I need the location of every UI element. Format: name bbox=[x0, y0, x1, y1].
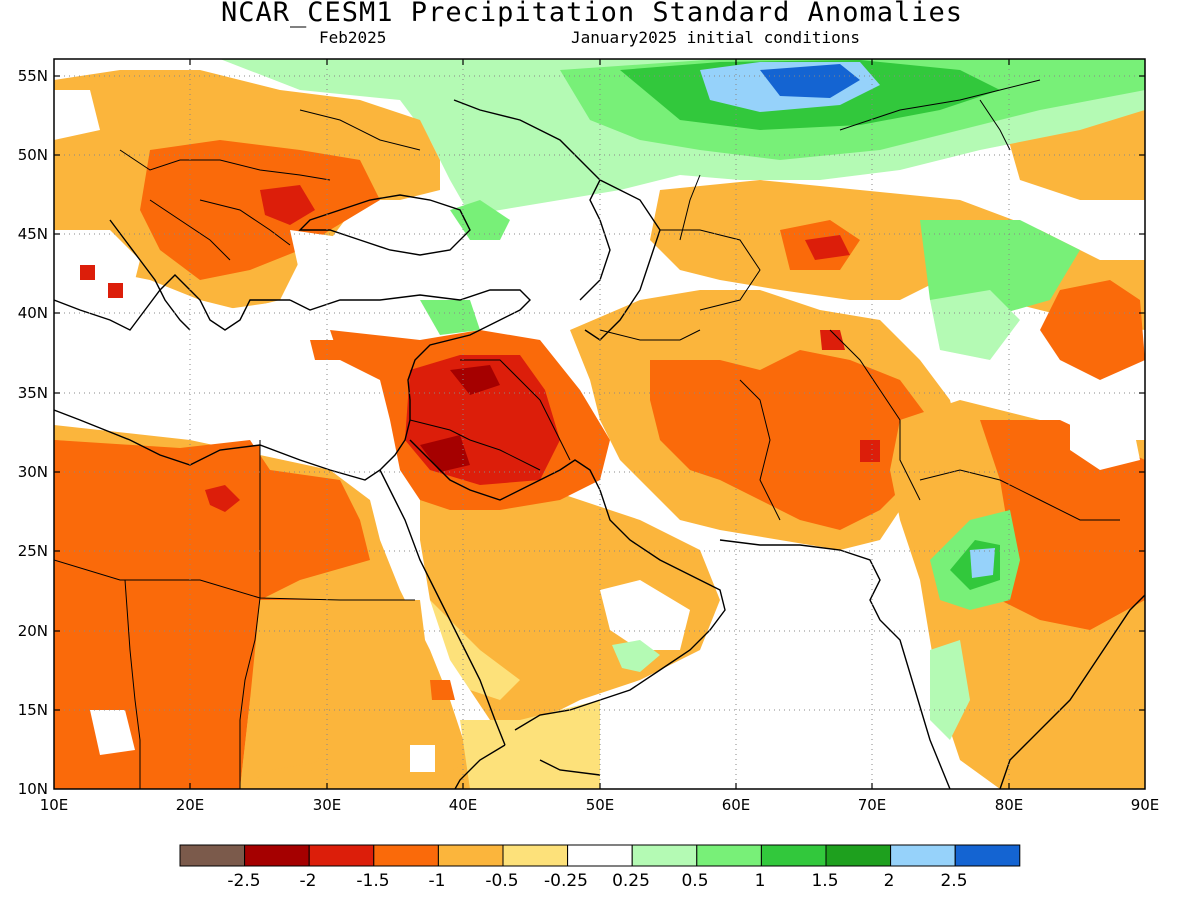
colorbar-label: -1.5 bbox=[356, 871, 389, 891]
lat-label: 45N bbox=[18, 225, 48, 243]
colorbar-swatch bbox=[760, 844, 827, 867]
colorbar-swatch bbox=[373, 844, 439, 867]
lon-label: 50E bbox=[586, 796, 615, 814]
colorbar-label: -2.5 bbox=[227, 871, 260, 891]
colorbar-label: 1.5 bbox=[811, 871, 838, 891]
lon-label: 70E bbox=[858, 796, 887, 814]
colorbar-label: -2 bbox=[300, 871, 317, 891]
colorbar-label: -1 bbox=[429, 871, 446, 891]
colorbar-swatch bbox=[308, 844, 375, 867]
lon-label: 80E bbox=[995, 796, 1024, 814]
lon-label: 40E bbox=[449, 796, 478, 814]
lon-label: 90E bbox=[1131, 796, 1160, 814]
lon-label: 10E bbox=[40, 796, 69, 814]
colorbar-label: 2 bbox=[884, 871, 895, 891]
lat-label: 30N bbox=[18, 463, 48, 481]
lat-label: 35N bbox=[18, 384, 48, 402]
colorbar-label: 1 bbox=[755, 871, 766, 891]
colorbar-swatch bbox=[696, 844, 762, 867]
colorbar-swatches bbox=[179, 844, 1021, 867]
colorbar: -2.5 -2 -1.5 -1 -0.5 -0.25 0.25 0.5 1 1.… bbox=[179, 844, 1021, 891]
borders bbox=[54, 79, 1120, 789]
coastlines bbox=[54, 99, 1145, 789]
colorbar-label: 2.5 bbox=[940, 871, 967, 891]
colorbar-label: 0.25 bbox=[612, 871, 650, 891]
colorbar-label: -0.25 bbox=[544, 871, 588, 891]
colorbar-swatch bbox=[437, 844, 504, 867]
colorbar-swatch bbox=[244, 844, 310, 867]
colorbar-label: -0.5 bbox=[485, 871, 518, 891]
colorbar-swatch bbox=[631, 844, 698, 867]
forecast-month: Feb2025 bbox=[319, 28, 387, 47]
lat-label: 50N bbox=[18, 146, 48, 164]
colorbar-swatch bbox=[890, 844, 956, 867]
lat-label: 55N bbox=[18, 67, 48, 85]
colorbar-labels: -2.5 -2 -1.5 -1 -0.5 -0.25 0.25 0.5 1 1.… bbox=[227, 871, 967, 891]
gridlines bbox=[54, 59, 1145, 789]
lat-label: 20N bbox=[18, 622, 48, 640]
lat-label: 40N bbox=[18, 304, 48, 322]
longitude-labels: 10E 20E 30E 40E 50E 60E 70E 80E 90E bbox=[40, 796, 1160, 814]
chart-title: NCAR_CESM1 Precipitation Standard Anomal… bbox=[221, 0, 963, 28]
colorbar-swatch bbox=[954, 844, 1021, 867]
colorbar-swatch bbox=[825, 844, 892, 867]
axis-ticks bbox=[54, 59, 1145, 789]
colorbar-label: 0.5 bbox=[681, 871, 708, 891]
lat-label: 10N bbox=[18, 780, 48, 798]
anomaly-fill-layer bbox=[54, 59, 1145, 789]
lon-label: 20E bbox=[176, 796, 205, 814]
colorbar-swatch bbox=[502, 844, 569, 867]
latitude-labels: 55N 50N 45N 40N 35N 30N 25N 20N 15N 10N bbox=[18, 67, 48, 798]
lon-label: 60E bbox=[722, 796, 751, 814]
lon-label: 30E bbox=[313, 796, 342, 814]
lat-label: 25N bbox=[18, 542, 48, 560]
lat-label: 15N bbox=[18, 701, 48, 719]
colorbar-swatch bbox=[179, 844, 246, 867]
initial-conditions-label: January2025 initial conditions bbox=[571, 28, 860, 47]
colorbar-swatch bbox=[567, 844, 633, 867]
